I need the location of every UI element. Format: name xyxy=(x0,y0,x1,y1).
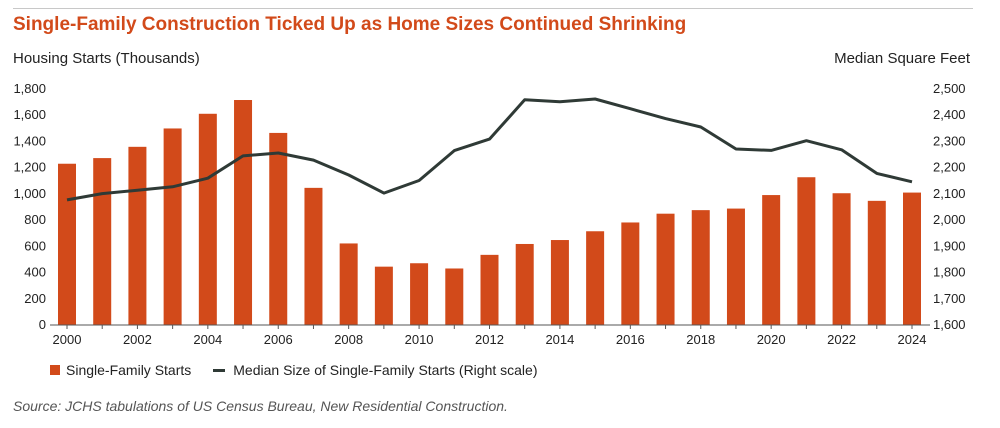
right-tick-label: 2,100 xyxy=(933,186,966,201)
bar xyxy=(374,266,393,325)
left-tick-label: 1,800 xyxy=(13,81,46,96)
bar xyxy=(586,231,605,325)
bar xyxy=(480,254,499,325)
bar xyxy=(234,100,253,325)
bar xyxy=(903,192,921,325)
legend-label-line: Median Size of Single-Family Starts (Rig… xyxy=(233,362,538,378)
bar xyxy=(797,177,816,325)
legend-label-bars: Single-Family Starts xyxy=(66,362,192,378)
right-tick-label: 1,600 xyxy=(933,317,966,332)
bar xyxy=(128,146,147,325)
right-axis-label: Median Square Feet xyxy=(834,50,970,67)
left-tick-label: 600 xyxy=(24,238,46,253)
chart-title: Single-Family Construction Ticked Up as … xyxy=(13,14,687,35)
bar xyxy=(198,113,217,325)
right-tick-label: 1,700 xyxy=(933,291,966,306)
left-tick-label: 1,200 xyxy=(13,160,46,175)
x-tick-label: 2000 xyxy=(53,332,82,347)
x-tick-label: 2012 xyxy=(475,332,504,347)
bar xyxy=(656,213,675,325)
legend-swatch-line xyxy=(213,368,226,372)
x-tick-label: 2024 xyxy=(898,332,927,347)
right-tick-label: 2,200 xyxy=(933,160,966,175)
bar xyxy=(445,268,464,325)
x-tick-label: 2014 xyxy=(545,332,574,347)
x-tick-label: 2004 xyxy=(193,332,222,347)
legend-item-bars: Single-Family Starts xyxy=(50,362,191,378)
x-tick-label: 2022 xyxy=(827,332,856,347)
bar xyxy=(410,263,429,325)
x-tick-label: 2020 xyxy=(757,332,786,347)
legend-item-line: Median Size of Single-Family Starts (Rig… xyxy=(213,362,538,378)
bar xyxy=(515,243,534,325)
bar xyxy=(58,163,76,325)
left-tick-label: 1,000 xyxy=(13,186,46,201)
right-tick-label: 2,500 xyxy=(933,81,966,96)
bar xyxy=(832,193,851,325)
left-tick-label: 400 xyxy=(24,265,46,280)
x-tick-label: 2010 xyxy=(405,332,434,347)
right-tick-label: 1,900 xyxy=(933,238,966,253)
left-tick-label: 800 xyxy=(24,212,46,227)
bar xyxy=(762,195,781,325)
left-tick-label: 200 xyxy=(24,291,46,306)
top-rule xyxy=(13,8,973,9)
source-note: Source: JCHS tabulations of US Census Bu… xyxy=(13,398,508,414)
x-tick-label: 2002 xyxy=(123,332,152,347)
bar xyxy=(339,243,358,325)
right-tick-label: 2,300 xyxy=(933,133,966,148)
bar xyxy=(726,208,745,325)
bar xyxy=(550,240,569,325)
bar xyxy=(304,187,323,325)
x-tick-label: 2018 xyxy=(686,332,715,347)
left-axis-label: Housing Starts (Thousands) xyxy=(13,50,200,67)
right-tick-label: 2,000 xyxy=(933,212,966,227)
right-tick-label: 2,400 xyxy=(933,107,966,122)
x-tick-label: 2008 xyxy=(334,332,363,347)
bar xyxy=(621,222,640,325)
median-size-line xyxy=(66,97,913,202)
legend-swatch-bars xyxy=(50,365,60,375)
left-tick-label: 1,400 xyxy=(13,133,46,148)
right-tick-label: 1,800 xyxy=(933,265,966,280)
left-tick-label: 1,600 xyxy=(13,107,46,122)
legend: Single-Family Starts Median Size of Sing… xyxy=(50,362,560,378)
bar xyxy=(163,128,182,325)
x-tick-label: 2006 xyxy=(264,332,293,347)
left-tick-label: 0 xyxy=(39,317,46,332)
bar xyxy=(867,200,886,325)
bar xyxy=(691,210,710,325)
x-tick-label: 2016 xyxy=(616,332,645,347)
bar xyxy=(269,132,288,325)
bar xyxy=(93,158,112,325)
